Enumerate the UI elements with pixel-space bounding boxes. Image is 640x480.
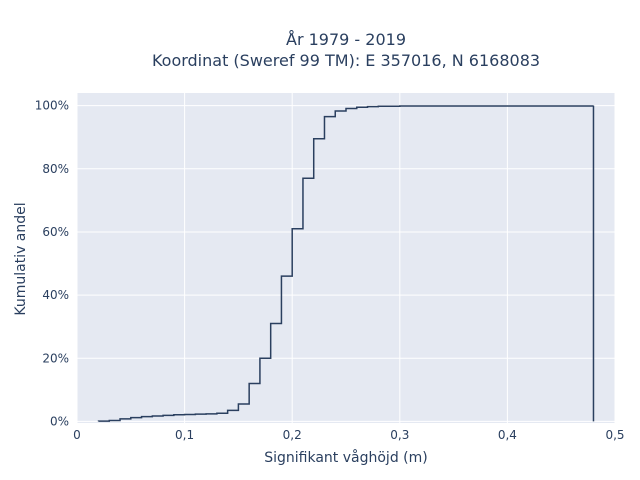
y-tick-label: 100% (35, 99, 69, 113)
series-layer (97, 105, 595, 422)
x-tick-label: 0 (73, 428, 81, 442)
y-tick-label: 80% (42, 162, 69, 176)
y-tick-label: 40% (42, 288, 69, 302)
x-tick-label: 0,3 (390, 428, 409, 442)
chart-title-line-1: År 1979 - 2019 (286, 30, 406, 49)
x-tick-label: 0,4 (498, 428, 517, 442)
axis-layer: 0 0,1 0,2 0,3 0,4 0,5 0% 20% 40% 60% 80% 100% (35, 99, 625, 442)
y-tick-label: 0% (50, 414, 69, 428)
y-axis-title: Kumulativ andel (13, 202, 29, 315)
cumulative-step-line (97, 105, 595, 422)
x-tick-label: 0,2 (283, 428, 302, 442)
x-tick-label: 0,5 (605, 428, 624, 442)
plot-area (77, 93, 615, 423)
x-axis-title: Signifikant våghöjd (m) (264, 449, 427, 466)
y-tick-label: 60% (42, 225, 69, 239)
x-tick-label: 0,1 (175, 428, 194, 442)
chart-title-line-2: Koordinat (Sweref 99 TM): E 357016, N 61… (152, 51, 540, 70)
y-tick-label: 20% (42, 351, 69, 365)
